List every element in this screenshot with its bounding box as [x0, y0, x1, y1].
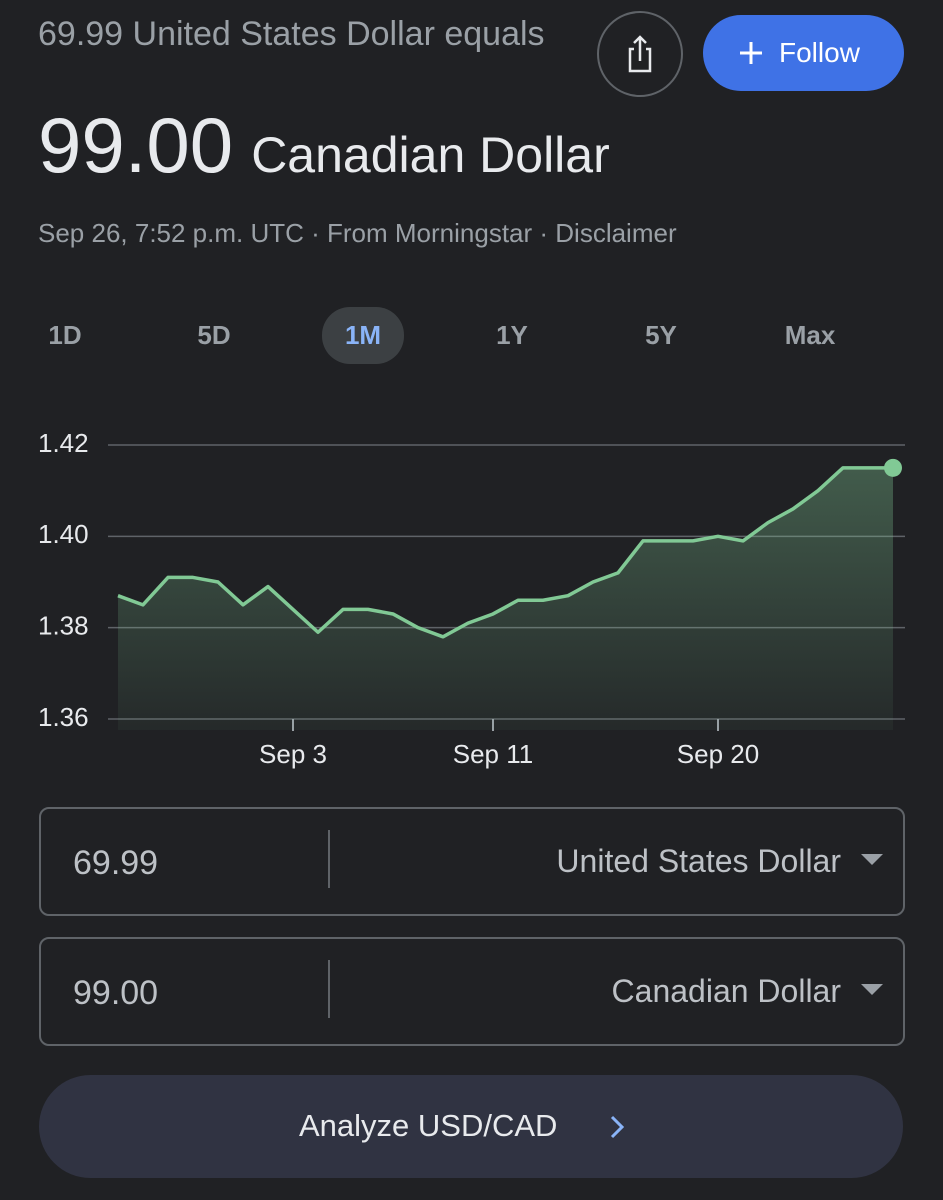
y-tick-label: 1.40 — [38, 519, 89, 549]
arrow — [861, 984, 883, 995]
y-tick-label: 1.36 — [38, 702, 89, 732]
source-amount: 69.99 United States Dollar equals — [38, 15, 545, 53]
range-tab[interactable]: 5Y — [645, 320, 677, 350]
follow-button[interactable]: Follow — [703, 15, 904, 91]
y-tick-label: 1.38 — [38, 611, 89, 641]
converter-row: 99.00 Canadian Dollar — [39, 937, 905, 1046]
x-tick-label: Sep 3 — [259, 739, 327, 769]
follow-label: Follow — [779, 37, 860, 68]
result-amount: 99.00 — [38, 101, 234, 189]
range-tab[interactable]: 5D — [197, 320, 231, 350]
y-tick-label: 1.42 — [38, 428, 89, 458]
share-button[interactable] — [597, 11, 683, 97]
range-tab[interactable]: Max — [784, 320, 836, 350]
line — [117, 466, 893, 639]
currency-select[interactable]: Canadian Dollar — [611, 973, 841, 1009]
amount-input[interactable]: 69.99 — [73, 844, 159, 882]
divider — [328, 960, 330, 1018]
amount-input[interactable]: 99.00 — [73, 974, 159, 1012]
analyze-label: Analyze USD/CAD — [299, 1108, 558, 1143]
x-tick-label: Sep 11 — [453, 739, 533, 769]
chevron-icon — [610, 1115, 625, 1139]
range-tabs: 1D 5D 1M 1Y 5Y Max — [24, 307, 918, 364]
arrow — [861, 854, 883, 865]
range-tab[interactable]: 1Y — [496, 320, 528, 350]
dropdown-arrow — [861, 984, 883, 995]
divider — [328, 830, 330, 888]
meta-line[interactable]: Sep 26, 7:52 p.m. UTC · From Morningstar… — [38, 218, 677, 248]
result-currency: Canadian Dollar — [251, 127, 610, 183]
currency-select[interactable]: United States Dollar — [556, 843, 841, 879]
share-icon — [628, 35, 652, 73]
area — [118, 467, 893, 730]
range-tab[interactable]: 1M — [322, 307, 404, 364]
converter-row: 69.99 United States Dollar — [39, 807, 905, 916]
result: 99.00 Canadian Dollar — [38, 100, 610, 191]
chart: 1.36 1.38 1.40 1.42 Sep 3 Sep 11 Sep 20 — [38, 428, 905, 769]
plus-icon — [740, 42, 762, 64]
x-tick-label: Sep 20 — [677, 739, 759, 769]
range-tab[interactable]: 1D — [48, 320, 82, 350]
dropdown-arrow — [861, 854, 883, 865]
analyze-button[interactable]: Analyze USD/CAD — [39, 1075, 903, 1178]
end-dot — [884, 458, 902, 477]
